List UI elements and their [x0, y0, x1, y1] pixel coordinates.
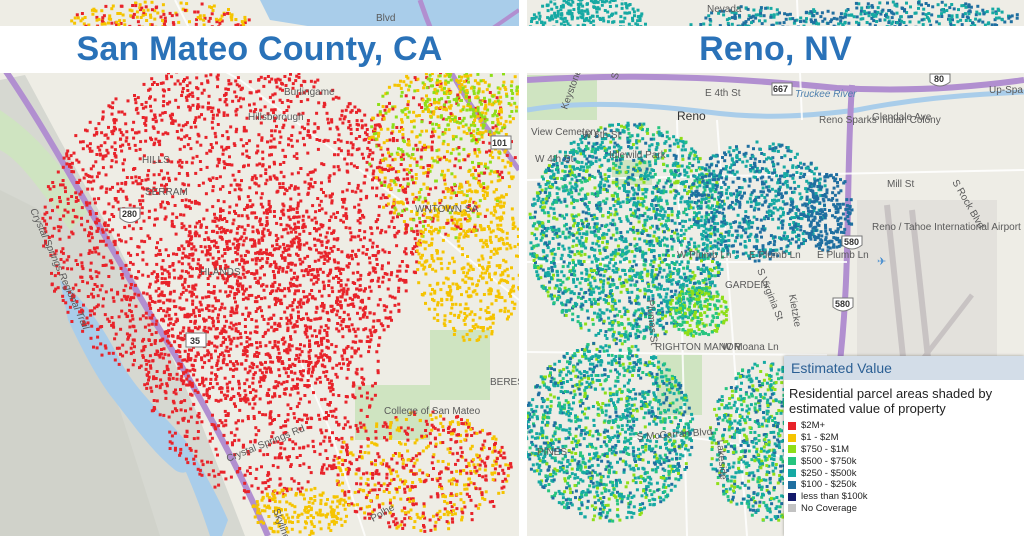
map-label-mccarran: S McCarran Blvd — [636, 427, 712, 443]
highway-580-shield-2: 580 — [832, 297, 854, 312]
map-label-moana: W Moana Ln — [722, 342, 779, 353]
legend-swatch — [788, 433, 796, 442]
legend-item-label: $750 - $1M — [801, 443, 850, 455]
map-title-san-mateo: San Mateo County, CA — [76, 30, 443, 68]
legend-item: $2M+ — [788, 420, 1024, 432]
reservoir-water — [60, 280, 193, 473]
legend-swatch — [788, 492, 796, 501]
map-label-view-cemetery: View Cemetery — [531, 127, 599, 138]
map-label-hills: HILLS — [142, 155, 170, 166]
highway-35-shield: 35 — [185, 332, 207, 348]
map-label-brighton-manor: RIGHTON MANOR — [655, 342, 741, 353]
legend-swatch — [788, 504, 796, 513]
map-label-garden: GARDEN — [725, 280, 768, 291]
legend-swatch — [788, 480, 796, 489]
map-label-blvd: Blvd — [376, 13, 395, 24]
highway-101-shield: 101 — [490, 135, 512, 150]
map-label-lakeside: Lakeside — [714, 439, 728, 480]
title-band: San Mateo County, CA — [0, 26, 519, 73]
map-label-e4th: E 4th St — [705, 88, 741, 99]
highway-580-shield-1: 580 — [841, 235, 863, 250]
legend-swatch — [788, 421, 796, 430]
legend-item-label: $100 - $250k — [801, 479, 857, 491]
map-label-plumas: Plumas St — [644, 299, 659, 346]
legend-description: Residential parcel areas shaded by estim… — [789, 386, 993, 416]
legend-swatch — [788, 469, 796, 478]
airport-icon: ✈ — [877, 256, 886, 268]
truckee-river — [527, 89, 1024, 119]
map-label-reno: Reno — [677, 109, 706, 123]
freeway-80 — [527, 73, 1024, 93]
parcel-dots — [41, 0, 519, 536]
map-label-hillsborough: Hillsborough — [248, 112, 304, 123]
legend-item-label: $500 - $750k — [801, 455, 857, 467]
legend-item-label: $2M+ — [801, 420, 826, 432]
map-label-w4th: W 4th St — [535, 154, 574, 165]
park-area — [527, 75, 597, 120]
map-label-ups: Up-Spa — [989, 85, 1023, 96]
map-label-mill: Mill St — [887, 179, 914, 190]
map-label-w6th: W 6th St — [582, 130, 621, 141]
legend-item: $500 - $750k — [788, 455, 1024, 467]
legend-swatch — [788, 445, 796, 454]
highway-280-shield: 280 — [119, 207, 141, 223]
legend-item: $1 - $2M — [788, 432, 1024, 444]
map-label-highlands: HLANDS — [200, 267, 241, 278]
san-mateo-map-panel[interactable]: Blvd Burlingame Hillsborough HILLS SERRA… — [0, 0, 519, 536]
legend-item: $100 - $250k — [788, 479, 1024, 491]
map-label-glendale: Glendale Ave — [872, 112, 932, 123]
san-mateo-map[interactable]: Blvd Burlingame Hillsborough HILLS SERRA… — [0, 0, 519, 536]
map-label-burlingame: Burlingame — [284, 87, 335, 98]
legend-item: less than $100k — [788, 491, 1024, 503]
map-label-w-plumb: W Plumb Ln — [677, 250, 731, 261]
map-label-serram: SERRAM — [145, 187, 188, 198]
map-label-nevada: Nevada — [707, 4, 742, 15]
legend-item: $750 - $1M — [788, 444, 1024, 456]
legend-item-label: less than $100k — [801, 491, 868, 503]
legend-item-label: $1 - $2M — [801, 432, 839, 444]
map-label-downtown: WNTOWN SA — [415, 204, 478, 215]
map-title-reno: Reno, NV — [699, 30, 852, 68]
legend-list: $2M+ $1 - $2M $750 - $1M $500 - $750k $250 -… — [784, 418, 1024, 514]
freeway-280 — [2, 68, 271, 536]
map-label-e-plumb: E Plumb Ln — [749, 250, 801, 261]
map-label-airport: Reno / Tahoe International Airport — [872, 222, 1021, 233]
legend-item: $250 - $500k — [788, 467, 1024, 479]
legend-title: Estimated Value — [784, 356, 1024, 380]
highway-667-shield: 667 — [771, 82, 793, 96]
parcel-dots — [527, 0, 1019, 523]
map-label-e-plumb-2: E Plumb Ln — [817, 250, 869, 261]
map-label-truckee: Truckee River — [795, 89, 857, 100]
legend-item: No Coverage — [788, 503, 1024, 515]
map-label-pines: PINES — [537, 447, 567, 458]
map-label-reno-sparks: Reno Sparks Indian Colony — [819, 115, 941, 126]
legend-item-label: $250 - $500k — [801, 467, 857, 479]
map-label-college: College of San Mateo — [384, 406, 481, 417]
legend-swatch — [788, 457, 796, 466]
map-label-idlewild: Idlewild Park — [609, 150, 667, 161]
legend-item-label: No Coverage — [801, 502, 857, 514]
title-band: Reno, NV — [527, 26, 1024, 73]
highway-80-shield: 80 — [929, 73, 951, 87]
estimated-value-legend: Estimated Value Residential parcel areas… — [784, 356, 1024, 536]
